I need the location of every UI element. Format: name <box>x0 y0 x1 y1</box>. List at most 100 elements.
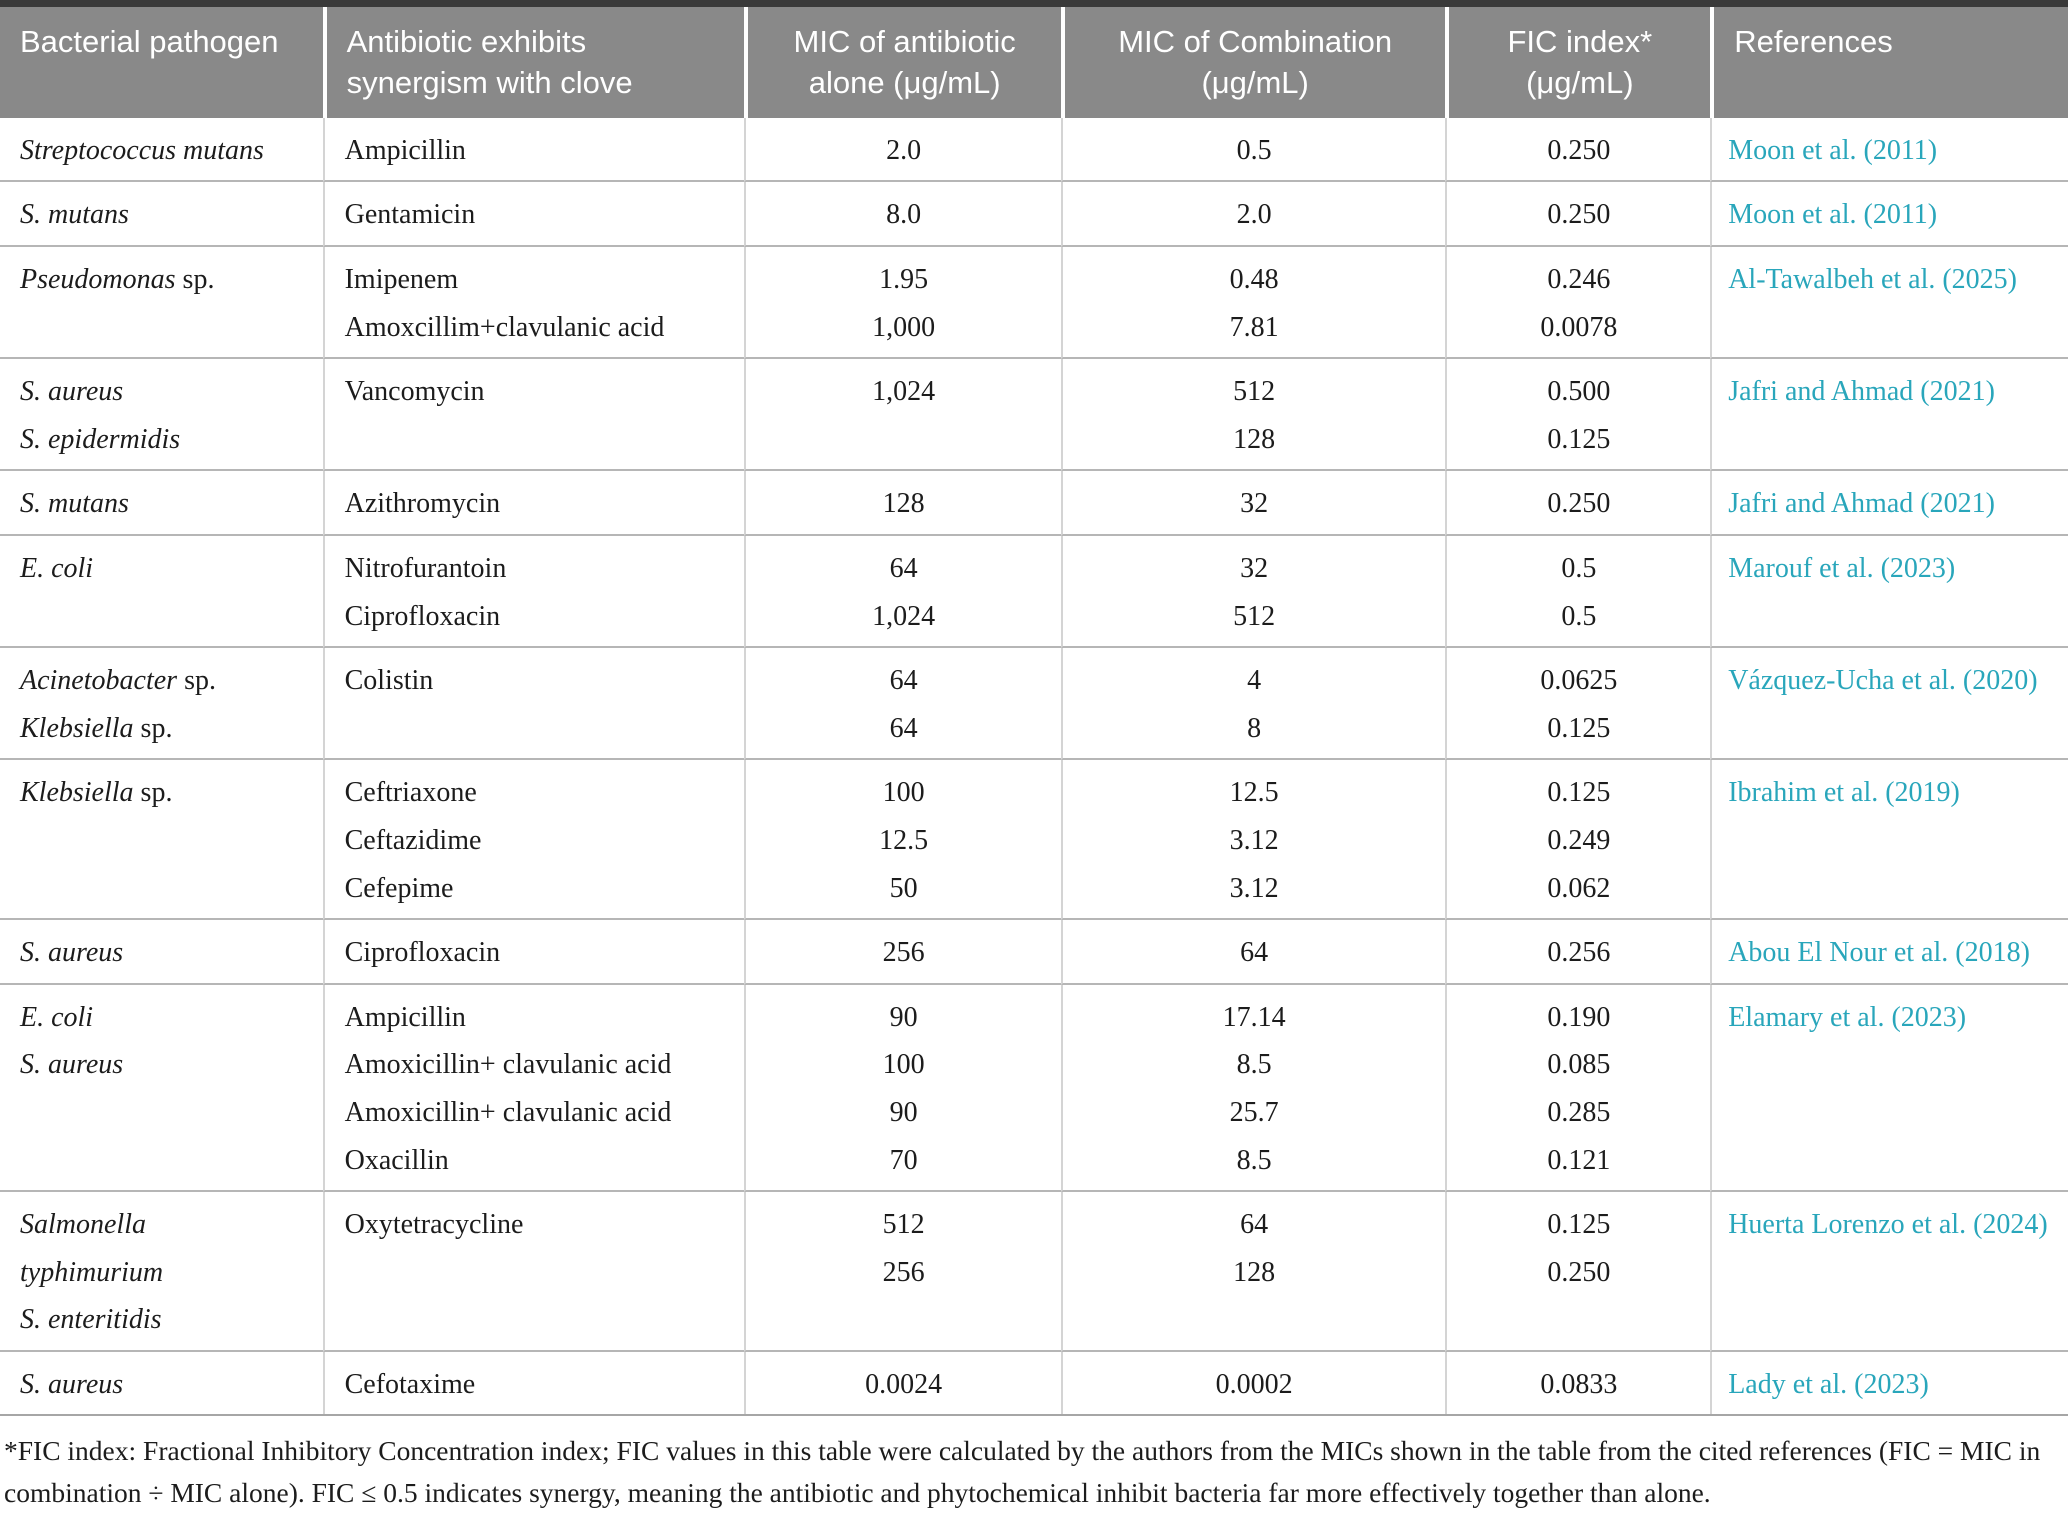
antibiotic-cell: Ceftriaxone Ceftazidime Cefepime <box>322 760 745 921</box>
fic-index-cell: 0.190 0.085 0.285 0.121 <box>1445 984 1711 1193</box>
table-header: Bacterial pathogen Antibiotic exhibits s… <box>0 7 2068 118</box>
cell-line: 25.7 <box>1229 1096 1279 1128</box>
reference-cell: Moon et al. (2011) <box>1710 182 2068 247</box>
reference-link[interactable]: Moon et al. (2011) <box>1728 199 1938 231</box>
antibiotic-cell: Nitrofurantoin Ciprofloxacin <box>322 535 745 649</box>
table-row: S. aureus S. epidermidis Vancomycin 1,024 51… <box>0 359 2068 472</box>
cell-line: 0.48 <box>1229 264 1279 295</box>
mic-alone-cell: 256 <box>744 920 1061 985</box>
cell-line: 100 <box>882 777 925 809</box>
col-header-bacterial-pathogen: Bacterial pathogen <box>0 7 323 118</box>
col-header-fic-index: FIC index* (μg/mL) <box>1445 7 1711 118</box>
cell-line: 512 <box>1233 376 1276 408</box>
fic-index-cell: 0.250 <box>1445 471 1711 536</box>
mic-alone-cell: 100 12.5 50 <box>744 760 1061 921</box>
mic-alone-cell: 1.95 1,000 <box>744 247 1061 360</box>
cell-line: 0.125 <box>1547 1209 1611 1241</box>
cell-line: 128 <box>1233 423 1276 455</box>
mic-combination-cell: 64 <box>1060 920 1446 985</box>
table-row: Salmonella typhimurium S. enteritidis Oxyte… <box>0 1192 2068 1352</box>
pathogen-cell: Klebsiella sp. <box>0 760 323 921</box>
cell-line: 0.500 <box>1547 376 1611 408</box>
reference-link[interactable]: Jafri and Ahmad (2021) <box>1728 376 1995 408</box>
reference-link[interactable]: Marouf et al. (2023) <box>1728 552 1956 584</box>
pathogen-name: S. aureus <box>20 1368 124 1400</box>
cell-line: 512 <box>882 1209 925 1241</box>
pathogen-cell: E. coli S. aureus <box>0 985 323 1193</box>
fic-index-cell: 0.250 <box>1445 117 1711 183</box>
cell-line: 0.250 <box>1547 134 1611 166</box>
fic-index-cell: 0.0625 0.125 <box>1445 648 1711 761</box>
cell-line: 0.5 <box>1561 600 1597 632</box>
reference-link[interactable]: Moon et al. (2011) <box>1728 134 1938 166</box>
table-row: Streptococcus mutans Ampicillin 2.0 0.5 0.25… <box>0 117 2068 183</box>
cell-line: Oxytetracycline <box>344 1209 524 1241</box>
cell-line: Amoxcillim+clavulanic acid <box>344 311 665 343</box>
antibiotic-cell: Ampicillin Amoxicillin+ clavulanic acid Am… <box>322 984 745 1193</box>
cell-line: 0.125 <box>1547 712 1611 744</box>
pathogen-name: S. aureus <box>20 376 124 408</box>
cell-line: 70 <box>889 1144 918 1176</box>
mic-combination-cell: 64 128 <box>1060 1192 1446 1352</box>
header-row: Bacterial pathogen Antibiotic exhibits s… <box>0 7 2068 118</box>
cell-line: 0.256 <box>1547 937 1611 969</box>
table-footnote: *FIC index: Fractional Inhibitory Concen… <box>4 1435 2041 1509</box>
pathogen-name: Streptococcus mutans <box>20 134 264 166</box>
cell-line: 8 <box>1247 712 1262 744</box>
cell-line: 0.190 <box>1547 1001 1611 1033</box>
pathogen-name: S. epidermidis <box>20 423 181 455</box>
mic-alone-cell: 64 1,024 <box>744 535 1061 649</box>
reference-cell: Elamary et al. (2023) <box>1710 984 2068 1193</box>
reference-link[interactable]: Jafri and Ahmad (2021) <box>1728 488 1995 520</box>
table-row: E. coli S. aureus Ampicillin Amoxicillin+ c… <box>0 984 2068 1193</box>
table-row: E. coli Nitrofurantoin Ciprofloxacin 64 1,02… <box>0 535 2068 649</box>
reference-cell: Lady et al. (2023) <box>1710 1351 2068 1415</box>
pathogen-name: Klebsiella sp. <box>20 712 173 744</box>
antibiotic-cell: Colistin <box>322 648 745 761</box>
cell-line: 1.95 <box>879 264 929 295</box>
cell-line: Ampicillin <box>344 1001 466 1033</box>
cell-line: 64 <box>889 552 918 584</box>
pathogen-name: E. coli <box>20 552 94 584</box>
reference-link[interactable]: Abou El Nour et al. (2018) <box>1728 937 2030 969</box>
reference-link[interactable]: Huerta Lorenzo et al. (2024) <box>1728 1209 2048 1241</box>
cell-line: 0.121 <box>1547 1144 1611 1176</box>
reference-link[interactable]: Lady et al. (2023) <box>1728 1368 1929 1400</box>
mic-combination-cell: 512 128 <box>1060 359 1446 472</box>
cell-line: 90 <box>889 1001 918 1033</box>
reference-link[interactable]: Ibrahim et al. (2019) <box>1728 777 1960 809</box>
pathogen-cell: S. aureus S. epidermidis <box>0 359 323 472</box>
reference-link[interactable]: Al-Tawalbeh et al. (2025) <box>1728 264 2018 295</box>
reference-cell: Jafri and Ahmad (2021) <box>1710 359 2068 472</box>
cell-line: 64 <box>1240 937 1269 969</box>
cell-line: Nitrofurantoin <box>344 552 507 584</box>
cell-line: 50 <box>889 872 918 904</box>
fic-index-cell: 0.250 <box>1445 182 1711 247</box>
cell-line: 0.246 <box>1547 264 1611 295</box>
reference-link[interactable]: Vázquez-Ucha et al. (2020) <box>1728 665 2038 697</box>
cell-line: Colistin <box>344 665 434 697</box>
table-row: S. aureus Cefotaxime 0.0024 0.0002 0.0833 Lad… <box>0 1351 2068 1415</box>
cell-line: 0.125 <box>1547 423 1611 455</box>
pathogen-cell: Streptococcus mutans <box>0 118 323 183</box>
pathogen-name: S. mutans <box>20 199 129 231</box>
cell-line: Gentamicin <box>344 199 476 231</box>
mic-combination-cell: 0.0002 <box>1060 1351 1446 1415</box>
cell-line: 1,024 <box>872 600 936 632</box>
cell-line: 32 <box>1240 552 1269 584</box>
reference-link[interactable]: Elamary et al. (2023) <box>1728 1001 1967 1033</box>
antibiotic-cell: Cefotaxime <box>322 1351 745 1415</box>
cell-line: 256 <box>882 1256 925 1288</box>
antibiotic-cell: Azithromycin <box>322 471 745 536</box>
col-header-references: References <box>1710 7 2068 118</box>
col-header-mic-alone: MIC of antibiotic alone (μg/mL) <box>744 7 1061 118</box>
cell-line: 0.125 <box>1547 777 1611 809</box>
cell-line: Amoxicillin+ clavulanic acid <box>344 1049 672 1081</box>
cell-line: 64 <box>889 665 918 697</box>
pathogen-name: Salmonella <box>20 1209 146 1241</box>
cell-line: 12.5 <box>1229 777 1279 809</box>
fic-index-cell: 0.0833 <box>1445 1351 1710 1415</box>
pathogen-name: Acinetobacter sp. <box>20 665 216 697</box>
cell-line: 8.5 <box>1236 1144 1272 1176</box>
